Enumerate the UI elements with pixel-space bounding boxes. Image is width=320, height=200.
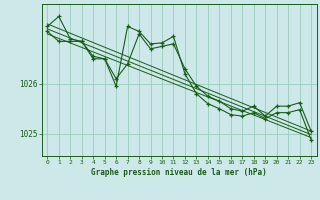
X-axis label: Graphe pression niveau de la mer (hPa): Graphe pression niveau de la mer (hPa) [91,168,267,177]
